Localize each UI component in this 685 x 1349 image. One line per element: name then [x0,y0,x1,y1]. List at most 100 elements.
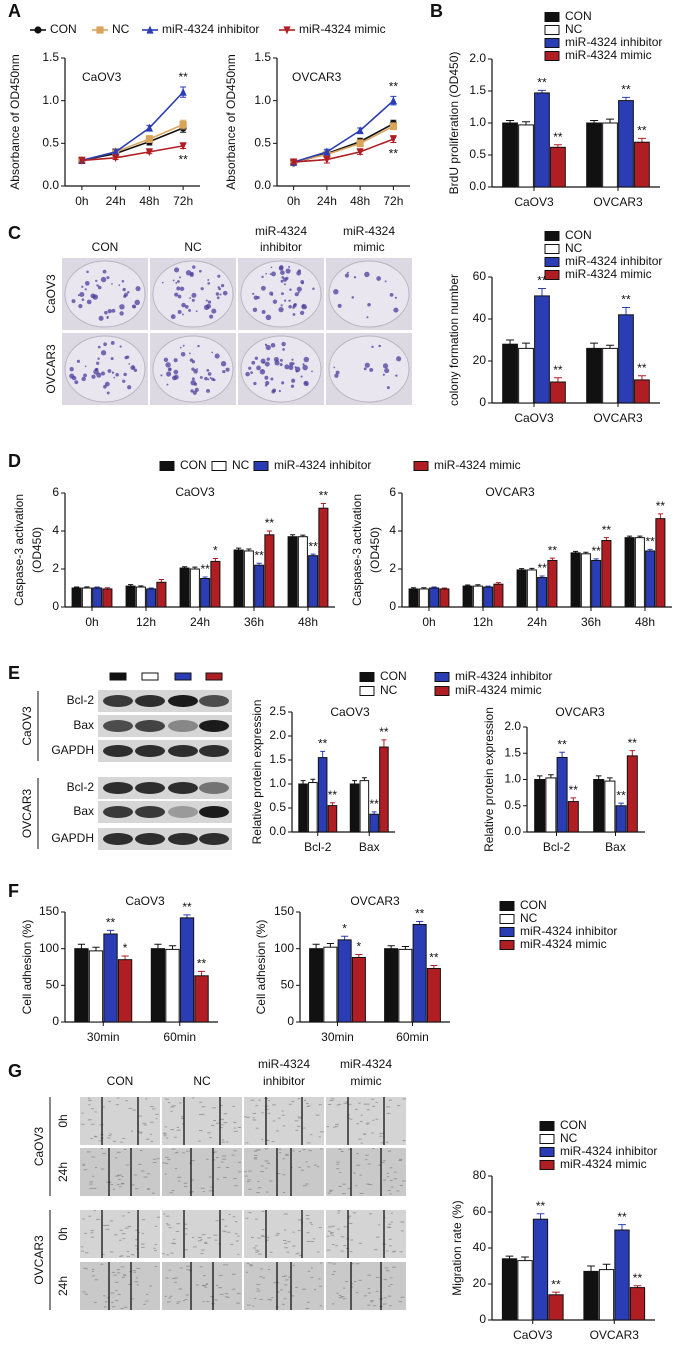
panel-label: B [430,1,443,21]
cell [132,1270,136,1272]
cell [333,1271,336,1273]
cell [396,1190,400,1192]
cell [152,1108,156,1110]
cell [89,1187,94,1189]
cell [88,1099,92,1101]
cell [118,1178,121,1180]
cell [220,1161,224,1163]
cell [284,1242,288,1244]
cell [358,1279,362,1281]
cell [119,1186,122,1188]
significance: ** [537,274,547,288]
colony [289,361,294,367]
y-tick-label: 2 [389,561,396,575]
cell [102,1224,106,1226]
colony [260,285,266,291]
cell [344,1281,349,1283]
colony [378,344,381,348]
legend-swatch [544,244,560,254]
bar [309,948,324,1023]
cell [170,1252,174,1254]
cell [135,1277,138,1279]
cell [348,1222,353,1224]
cell [246,1304,251,1306]
legend-swatch [539,1121,555,1131]
error-bar [92,946,100,951]
cell [176,1126,180,1128]
cell [298,1219,302,1221]
colony [81,376,86,382]
colony [274,360,280,366]
y-tick-label: 6 [52,485,59,499]
cell [201,1285,206,1287]
series-line [293,100,394,163]
cell [305,1183,309,1185]
cell [110,1292,115,1294]
cell [387,1150,392,1152]
legend-label: miR-4324 mimic [434,458,521,472]
colony [124,292,128,297]
colony [84,288,87,291]
cell [388,1238,392,1240]
cell [186,1265,190,1267]
bar [593,779,605,833]
colony [203,304,210,311]
cell [367,1274,372,1276]
cell [318,1227,322,1229]
error-bar [320,502,326,509]
band-label: Bcl-2 [67,693,95,707]
colony [174,267,180,273]
cell [319,1285,322,1287]
cell [375,1118,379,1120]
colony [279,358,283,362]
cell [246,1116,250,1118]
cell [326,1235,330,1237]
cell [382,1303,387,1305]
cell [149,1133,152,1135]
cell [378,1224,381,1226]
cell [191,1191,194,1193]
cell [181,1123,185,1125]
cell [168,1297,172,1299]
cell [166,1301,171,1303]
cell [180,1116,184,1118]
cell [236,1235,240,1237]
chart-title: OVCAR3 [485,485,535,499]
x-tick-label: 48h [298,615,318,629]
cell [398,1159,403,1161]
colony [280,292,284,296]
cell [100,1263,104,1265]
cell [248,1170,252,1172]
x-tick-label: OVCAR3 [593,195,643,209]
colony [107,369,112,373]
cell [115,1175,119,1177]
colony [207,372,212,376]
cell [184,1299,188,1301]
bar [102,588,113,608]
cell [366,1109,370,1111]
cell [90,1232,94,1234]
cell [183,1182,188,1184]
colony [294,292,299,297]
y-tick-label: 0 [287,1014,294,1028]
cell [202,1191,205,1193]
cell [307,1142,311,1144]
error-bar [536,1213,545,1220]
cell [336,1168,340,1170]
cell [231,1288,236,1290]
cell [102,1152,107,1154]
cell [264,1108,269,1110]
cell [142,1219,146,1221]
cell [327,1226,332,1228]
cell [372,1105,376,1107]
bar [534,295,550,404]
y-tick-label: 1.0 [269,776,286,790]
cell [358,1102,361,1104]
cell [117,1097,120,1099]
legend-swatch [211,461,227,471]
y-tick-label: 0 [479,1312,486,1326]
colony [271,271,276,277]
cell [154,1225,158,1227]
bar [526,569,537,608]
y-tick-label: 4 [52,523,59,537]
